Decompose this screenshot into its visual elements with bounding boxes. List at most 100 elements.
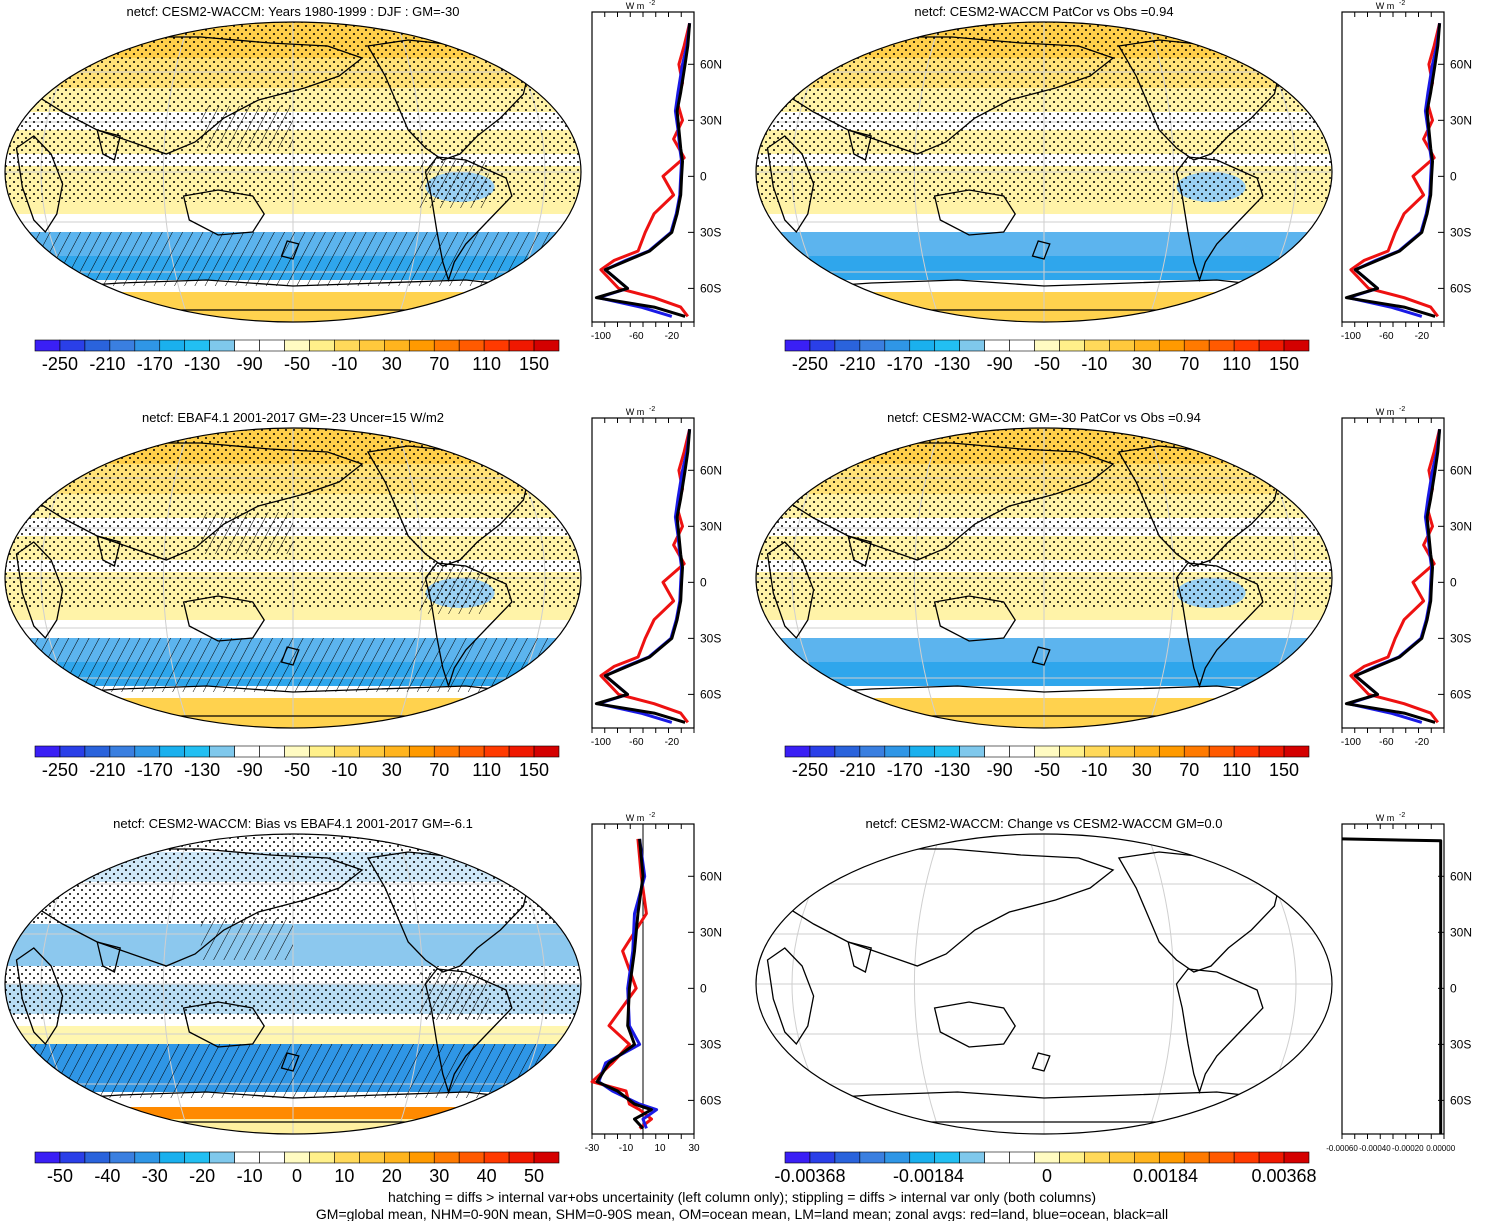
colorbar-swatch bbox=[234, 1151, 260, 1164]
colorbar-label: 10 bbox=[334, 1166, 354, 1186]
colorbar-label: -130 bbox=[934, 760, 970, 780]
colorbar-4: -250 -210 -170 -130 -90 -50 -10 30 70 110 150 bbox=[784, 745, 1310, 780]
hatching-southern-ocean bbox=[5, 232, 581, 286]
colorbar-label: -10 bbox=[331, 760, 357, 780]
colorbar-swatch bbox=[408, 339, 435, 352]
panels: netcf: CESM2-WACCM: Years 1980-1999 : DJ… bbox=[4, 0, 1472, 1186]
colorbar-label: -90 bbox=[237, 354, 263, 374]
colorbar-swatch bbox=[1158, 339, 1185, 352]
colorbar-swatch bbox=[1034, 745, 1060, 758]
zonal-profile-6: W m -2 60N 30N 0 30S 60S -0.00060 -0.00040 -0.000… bbox=[1326, 812, 1472, 1153]
colorbar-swatch bbox=[209, 339, 235, 352]
hatching-east-pacific bbox=[419, 972, 489, 1020]
profile-unit: W m bbox=[626, 1, 645, 11]
hatching-southern-ocean bbox=[5, 638, 581, 692]
coastline-antarctica bbox=[772, 279, 1317, 311]
profile-x-label: 10 bbox=[654, 1143, 666, 1154]
profile-x-label: -20 bbox=[665, 737, 680, 748]
coastline-nz bbox=[1031, 1052, 1051, 1072]
colorbar-swatch bbox=[384, 339, 410, 352]
colorbar-swatch bbox=[533, 745, 560, 758]
colorbar-label: 150 bbox=[1269, 354, 1299, 374]
colorbar-swatch bbox=[109, 1151, 136, 1164]
profile-line-all bbox=[1344, 23, 1442, 318]
map-panel-6: netcf: CESM2-WACCM: Change vs CESM2-WACC… bbox=[755, 816, 1333, 1135]
footer-line-1: hatching = diffs > internal var+obs unce… bbox=[388, 1189, 1096, 1205]
profile-x-label: 0.00000 bbox=[1426, 1144, 1455, 1153]
colorbar-swatch bbox=[209, 1151, 235, 1164]
graticule-meridian bbox=[913, 834, 941, 1134]
colorbar-label: 50 bbox=[524, 1166, 544, 1186]
colorbar-swatch bbox=[809, 339, 836, 352]
colorbar-swatch bbox=[1283, 1151, 1310, 1164]
map-frame bbox=[4, 21, 582, 323]
profile-lat-label: 0 bbox=[1450, 981, 1457, 995]
colorbar-label: -170 bbox=[137, 354, 173, 374]
colorbar-swatch bbox=[508, 1151, 535, 1164]
colorbar-swatch bbox=[834, 745, 861, 758]
colorbar-label: 30 bbox=[382, 354, 402, 374]
stippling bbox=[756, 428, 1332, 608]
profile-lat-label: 0 bbox=[1450, 575, 1457, 589]
colorbar-label: -170 bbox=[137, 760, 173, 780]
colorbar-swatch bbox=[934, 1151, 960, 1164]
colorbar-swatch bbox=[959, 339, 985, 352]
profile-lat-label: 0 bbox=[700, 169, 707, 183]
stippling bbox=[5, 966, 581, 1020]
colorbar-label: -170 bbox=[887, 760, 923, 780]
colorbar-swatch bbox=[384, 745, 410, 758]
profile-unit-power: -2 bbox=[1399, 812, 1405, 819]
colorbar-swatch bbox=[959, 745, 985, 758]
colorbar-swatch bbox=[458, 1151, 485, 1164]
coastline-antarctica bbox=[772, 1091, 1317, 1123]
map-panel-4: netcf: CESM2-WACCM: GM=-30 PatCor vs Obs… bbox=[755, 410, 1333, 729]
colorbar-swatch bbox=[134, 1151, 161, 1164]
colorbar-3: -250 -210 -170 -130 -90 -50 -10 30 70 110 150 bbox=[34, 745, 560, 780]
coastline-australia bbox=[933, 1001, 1016, 1048]
colorbar-swatch bbox=[1109, 339, 1135, 352]
zonal-profile-5: W m -2 60N 30N 0 30S 60S -30 -10 10 30 bbox=[585, 812, 722, 1154]
colorbar-swatch bbox=[34, 339, 61, 352]
colorbar-swatch bbox=[984, 745, 1010, 758]
colorbar-label: -210 bbox=[89, 760, 125, 780]
panel-title: netcf: CESM2-WACCM: Change vs CESM2-WACC… bbox=[866, 816, 1223, 831]
colorbar-6: -0.00368 -0.00184 0 0.00184 0.00368 bbox=[774, 1151, 1317, 1186]
colorbar-label: -130 bbox=[184, 760, 220, 780]
colorbar-swatch bbox=[59, 1151, 86, 1164]
colorbar-swatch bbox=[909, 339, 936, 352]
profile-x-label: -0.00060 bbox=[1326, 1144, 1358, 1153]
colorbar-swatch bbox=[909, 745, 936, 758]
map-panel-3: netcf: EBAF4.1 2001-2017 GM=-23 Uncer=15… bbox=[4, 410, 582, 729]
profile-unit: W m bbox=[1376, 1, 1395, 11]
map-frame bbox=[4, 833, 582, 1135]
colorbar-swatch bbox=[84, 339, 111, 352]
colorbar-swatch bbox=[408, 745, 435, 758]
colorbar-label: 110 bbox=[1222, 760, 1251, 780]
coastline-nz bbox=[1031, 646, 1051, 666]
colorbar-label: -210 bbox=[839, 354, 875, 374]
colorbar-swatch bbox=[234, 745, 260, 758]
profile-lat-label: 30N bbox=[1450, 925, 1472, 939]
colorbar-swatch bbox=[1134, 1151, 1160, 1164]
hatching-southern-ocean bbox=[5, 1044, 581, 1098]
panel-title: netcf: CESM2-WACCM: GM=-30 PatCor vs Obs… bbox=[887, 410, 1201, 425]
colorbar-swatch bbox=[1059, 745, 1085, 758]
profile-x-label: -0.00040 bbox=[1359, 1144, 1391, 1153]
colorbar-label: -50 bbox=[47, 1166, 73, 1186]
profile-lat-label: 30S bbox=[700, 631, 721, 645]
map-frame bbox=[755, 21, 1333, 323]
profile-unit: W m bbox=[1376, 407, 1395, 417]
colorbar-swatch bbox=[34, 1151, 61, 1164]
colorbar-label: 70 bbox=[429, 354, 449, 374]
profile-unit-power: -2 bbox=[1399, 406, 1405, 413]
profile-lat-label: 60N bbox=[1450, 57, 1472, 71]
colorbar-label: 110 bbox=[472, 760, 501, 780]
colorbar-label: 150 bbox=[519, 354, 549, 374]
colorbar-swatch bbox=[1158, 1151, 1185, 1164]
colorbar-swatch bbox=[784, 339, 811, 352]
colorbar-label: -10 bbox=[1081, 354, 1107, 374]
colorbar-swatch bbox=[1034, 1151, 1060, 1164]
colorbar-label: -40 bbox=[94, 1166, 120, 1186]
profile-lat-label: 60N bbox=[700, 57, 722, 71]
profile-x-label: -100 bbox=[1341, 331, 1361, 342]
